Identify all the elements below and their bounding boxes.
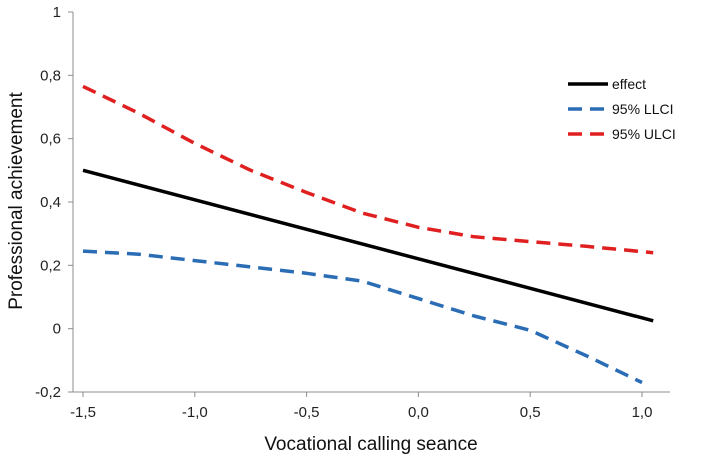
y-tick-label: 0	[53, 321, 61, 338]
chart-legend: effect 95% LLCI 95% ULCI	[568, 76, 676, 142]
series-line-95-ulci	[82, 84, 654, 255]
x-tick-label: -0,5	[294, 404, 320, 421]
legend-label-95-ulci: 95% ULCI	[612, 126, 676, 142]
x-tick-label: 0,5	[520, 404, 541, 421]
y-axis-title: Professional achievement	[6, 92, 27, 310]
x-tick-label: -1,5	[70, 404, 96, 421]
y-tick-label: 1	[53, 4, 61, 21]
series-line-effect	[82, 168, 654, 323]
y-tick-label: -0,2	[35, 384, 61, 401]
series-line-95-llci	[82, 249, 643, 385]
chart-axes: -0,2 0 0,2 0,4 0,6 0,8 1 -1,5 -1,0 -0,5 0,0 0,5 1,0	[35, 4, 670, 421]
y-tick-label: 0,8	[40, 67, 61, 84]
y-tick-label: 0,4	[40, 194, 61, 211]
legend-label-95-llci: 95% LLCI	[612, 101, 673, 117]
y-tick-label: 0,6	[40, 131, 61, 148]
x-axis-title: Vocational calling seance	[264, 434, 477, 455]
y-tick-label: 0,2	[40, 257, 61, 274]
series-layer	[82, 84, 654, 385]
x-tick-label: 0,0	[408, 404, 429, 421]
x-tick-label: -1,0	[182, 404, 208, 421]
legend-label-effect: effect	[612, 76, 646, 92]
x-tick-label: 1,0	[632, 404, 653, 421]
